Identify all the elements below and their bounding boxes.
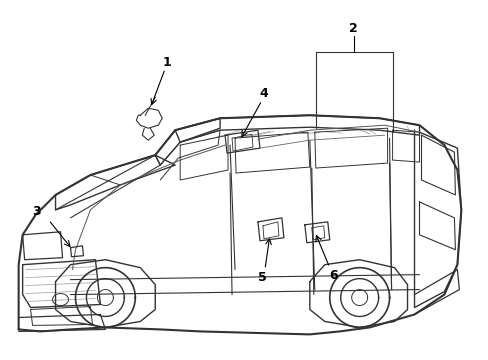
Text: 3: 3 — [32, 205, 41, 219]
Text: 2: 2 — [348, 22, 357, 35]
Text: 5: 5 — [257, 271, 266, 284]
Text: 6: 6 — [329, 269, 337, 282]
Text: 4: 4 — [259, 87, 268, 100]
Text: 1: 1 — [163, 56, 171, 69]
